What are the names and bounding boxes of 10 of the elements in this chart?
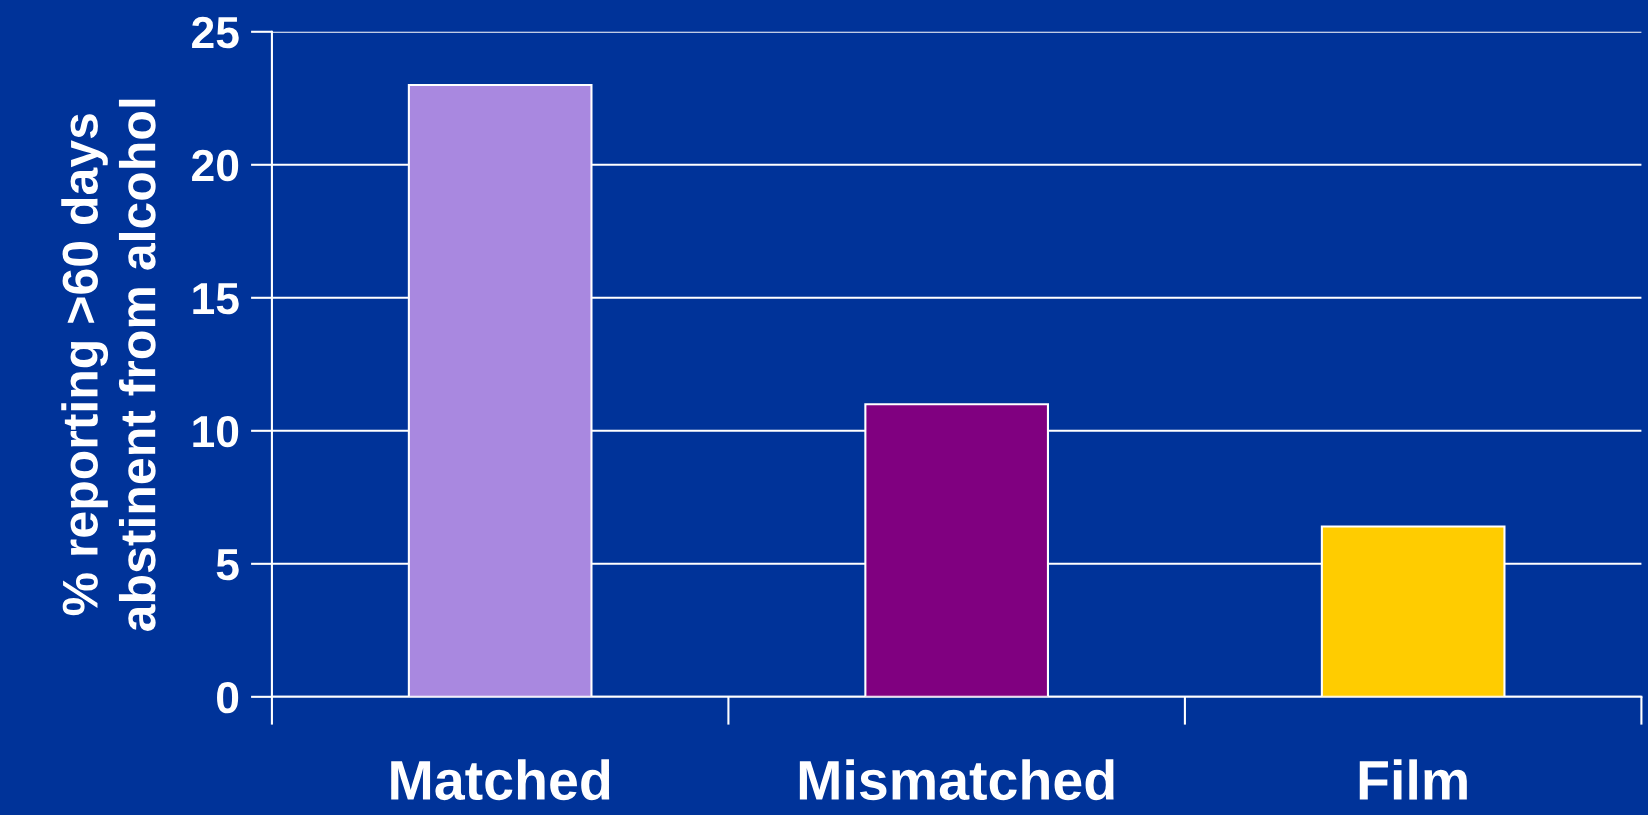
y-axis-title: % reporting >60 days abstinent from alcohol — [61, 99, 156, 631]
x-tick-label: Mismatched — [799, 759, 1114, 801]
y-tick-label: 10 — [193, 415, 239, 448]
x-tick-label: Film — [1359, 759, 1467, 800]
y-tick-label: 15 — [193, 283, 239, 315]
x-tick-label: Matched — [391, 759, 610, 801]
y-tick-label: 25 — [192, 16, 239, 49]
y-tick-label: 20 — [192, 149, 239, 182]
y-tick-label: 5 — [216, 549, 239, 581]
y-tick-label: 0 — [217, 681, 239, 714]
